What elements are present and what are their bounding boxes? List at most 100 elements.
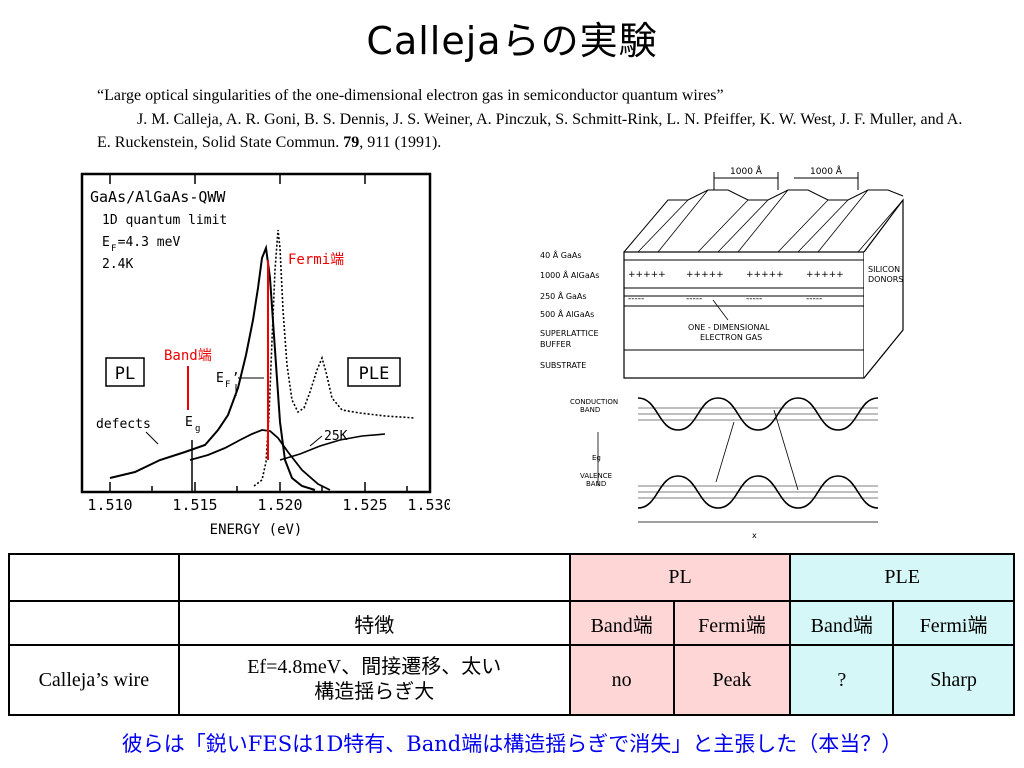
pl-header: PL — [568, 553, 792, 602]
pl-curve — [109, 244, 316, 491]
reference-pages: , 911 (1991). — [359, 134, 442, 151]
silicon-label: DONORS — [868, 275, 903, 284]
plot-frame — [80, 172, 432, 494]
fermi-edge-label: Fermi端 — [288, 252, 344, 268]
fermi-energy-label: E =4.3 meV — [102, 235, 180, 250]
row-name: Calleja’s wire — [8, 644, 180, 716]
gas-marks: ----- — [746, 294, 762, 304]
valence-label: VALENCE — [580, 472, 612, 480]
gas-label: ELECTRON GAS — [700, 333, 762, 342]
pl-band-header: Band端 — [568, 600, 675, 646]
ple-fermi-value: Sharp — [892, 644, 1015, 716]
x-tick-label: 1.515 — [172, 496, 217, 514]
conduction-label: BAND — [580, 406, 600, 414]
period-1-label: 1000 Å — [730, 165, 763, 177]
conduction-band-curve — [637, 397, 879, 431]
ef-label: E ’ — [216, 371, 239, 386]
spectrum-figure: GaAs/AlGaAs-QWW 1D quantum limit E =4.3 … — [80, 172, 450, 538]
donor-marks: +++++ — [806, 270, 844, 280]
feature-line: 構造揺らぎ大 — [314, 681, 435, 703]
x-tick-label: 1.530 — [407, 496, 450, 514]
x-axis-label: ENERGY (eV) — [210, 522, 303, 538]
reference-author-list: J. M. Calleja, A. R. Goni, B. S. Dennis,… — [97, 111, 963, 151]
conduction-levels — [638, 407, 878, 421]
reference-volume: 79 — [343, 134, 360, 151]
defects-label: defects — [96, 417, 151, 432]
valence-levels — [638, 485, 878, 499]
feature-cell: Ef=4.8meV、間接遷移、太い 構造揺らぎ大 — [177, 644, 571, 716]
layer-label: 500 Å AlGaAs — [540, 308, 594, 319]
gas-pointer — [712, 299, 729, 321]
x-tick-label: 1.520 — [257, 496, 302, 514]
sample-label: GaAs/AlGaAs-QWW — [90, 188, 226, 206]
layer-block — [623, 251, 865, 379]
pl-25k-tail — [279, 433, 386, 461]
ple-fermi-header: Fermi端 — [892, 600, 1015, 646]
layer-block-side — [863, 198, 904, 379]
feature-line: Ef=4.8meV、間接遷移、太い — [247, 656, 502, 678]
gas-marks: ----- — [806, 294, 822, 304]
fermi-energy-subscript: F — [111, 244, 116, 254]
eg-subscript: g — [195, 424, 200, 434]
eg-band-label: Eg — [592, 454, 601, 462]
table-cell-empty — [8, 553, 180, 602]
pl-label: PL — [115, 364, 135, 384]
x-tick-label: 1.510 — [87, 496, 132, 514]
x-tick-label: 1.525 — [342, 496, 387, 514]
comparison-table: PL PLE 特徴 Band端 Fermi端 Band端 Fermi端 Call… — [8, 553, 1015, 716]
gas-marks: ----- — [686, 294, 702, 304]
reference-authors: J. M. Calleja, A. R. Goni, B. S. Dennis,… — [97, 108, 977, 154]
valence-band-curve — [637, 475, 879, 509]
layer-label: 40 Å GaAs — [540, 249, 581, 260]
ple-header: PLE — [789, 553, 1015, 602]
donor-marks: +++++ — [746, 270, 784, 280]
claim-text: 彼らは「鋭いFESは1D特有、Band端は構造揺らぎで消失」と主張した（本当？） — [121, 732, 903, 756]
band-edge-label: Band端 — [164, 348, 212, 364]
reference-title: “Large optical singularities of the one-… — [97, 87, 724, 104]
pl-25k-curve — [189, 429, 331, 491]
ef-subscript: F — [225, 380, 230, 390]
limit-label: 1D quantum limit — [102, 213, 227, 228]
layer-label: SUBSTRATE — [540, 361, 586, 370]
temp-25k-label: 25K — [324, 429, 348, 444]
layer-label: SUPERLATTICE — [540, 329, 599, 338]
surface-hatching — [637, 189, 904, 253]
layer-label: 1000 Å AlGaAs — [540, 269, 599, 280]
gas-marks: ----- — [628, 294, 644, 304]
pl-fermi-value: Peak — [672, 644, 792, 716]
table-row: 特徴 Band端 Fermi端 Band端 Fermi端 — [8, 600, 1015, 646]
conduction-label: CONDUCTION — [570, 398, 618, 406]
layer-lines — [624, 259, 864, 351]
layer-label: 250 Å GaAs — [540, 290, 587, 301]
feature-header: 特徴 — [177, 600, 571, 646]
temperature-label: 2.4K — [102, 257, 133, 272]
eg-label: E — [185, 415, 193, 430]
donor-marks: +++++ — [628, 270, 666, 280]
pl-band-value: no — [568, 644, 675, 716]
axis-ticks — [109, 174, 408, 492]
pl-box — [105, 357, 145, 387]
temp-25k-arrow — [309, 435, 323, 447]
ple-curve — [253, 229, 416, 487]
valence-label: BAND — [586, 480, 606, 488]
donor-marks: +++++ — [686, 270, 724, 280]
gas-label: ONE - DIMENSIONAL — [688, 323, 770, 332]
table-row: PL PLE — [8, 553, 1015, 602]
silicon-label: SILICON — [868, 265, 900, 274]
layer-label: BUFFER — [540, 340, 572, 349]
corrugated-surface — [623, 189, 904, 253]
structure-figure: 1000 Å 1000 Å 40 Å GaAs 1000 Å AlGaAs 25… — [540, 165, 904, 540]
ple-band-header: Band端 — [789, 600, 895, 646]
slide-title: Callejaらの実験 — [366, 19, 658, 63]
ple-label: PLE — [359, 364, 390, 384]
period-arrows — [713, 172, 859, 190]
table-row: Calleja’s wire Ef=4.8meV、間接遷移、太い 構造揺らぎ大 … — [8, 644, 1015, 716]
transition-lines — [715, 409, 799, 491]
ple-box — [347, 357, 401, 387]
period-2-label: 1000 Å — [810, 165, 843, 177]
x-axis-label: x — [752, 531, 757, 540]
table-cell-empty — [8, 600, 180, 646]
defects-arrow — [145, 431, 159, 445]
pl-fermi-header: Fermi端 — [672, 600, 792, 646]
ple-band-value: ? — [789, 644, 895, 716]
